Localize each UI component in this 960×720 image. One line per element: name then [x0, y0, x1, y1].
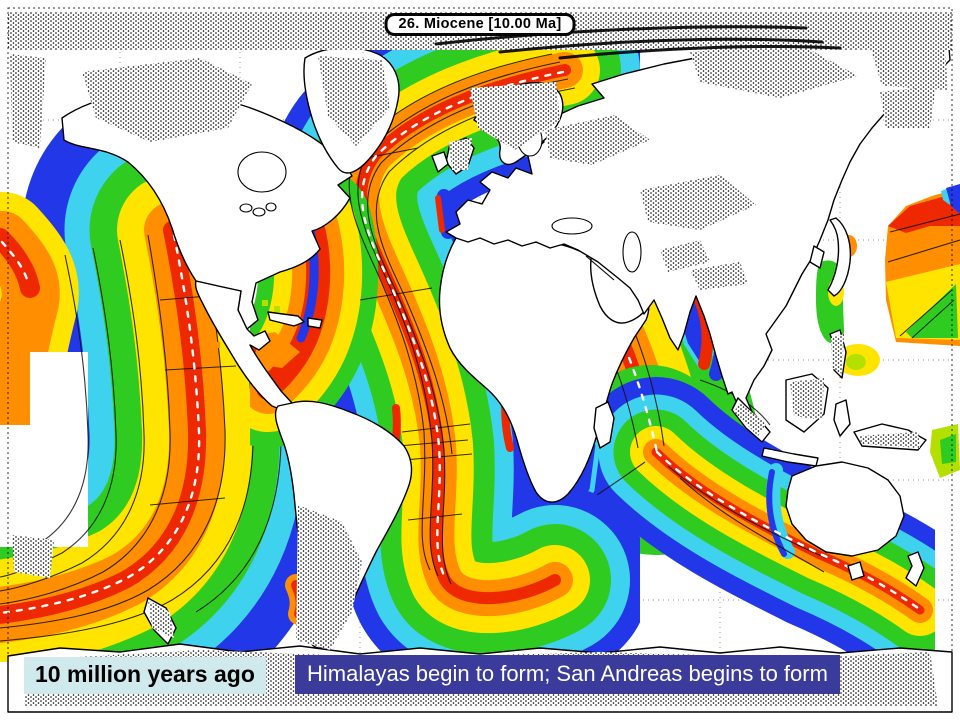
map-title-box: 26. Miocene [10.00 Ma] [384, 13, 576, 36]
arctic-ice-edge-lines [362, 12, 842, 60]
great-lake [265, 202, 277, 212]
map-title: 26. Miocene [10.00 Ma] [398, 16, 562, 32]
atlantic-ridge-bands [250, 28, 640, 668]
black-sea [551, 217, 593, 235]
central-america [194, 280, 293, 413]
cuba [267, 311, 305, 327]
korea [809, 245, 825, 269]
australia [785, 461, 905, 557]
caption-bar: Himalayas begin to form; San Andreas beg… [295, 655, 840, 695]
ireland [431, 151, 449, 173]
new-zealand [905, 551, 925, 587]
caspian-sea [622, 231, 642, 273]
great-lake [252, 207, 266, 217]
madagascar [593, 401, 615, 449]
sulawesi [833, 399, 851, 437]
tasmania [847, 561, 865, 581]
age-label: 10 million years ago [24, 657, 266, 694]
west-pacific-patches [816, 184, 960, 478]
map-frame [7, 7, 953, 713]
great-lake [239, 203, 253, 213]
hispaniola [307, 317, 323, 329]
hudson-bay [237, 151, 287, 193]
red-sea [585, 255, 615, 281]
japan [827, 217, 852, 297]
